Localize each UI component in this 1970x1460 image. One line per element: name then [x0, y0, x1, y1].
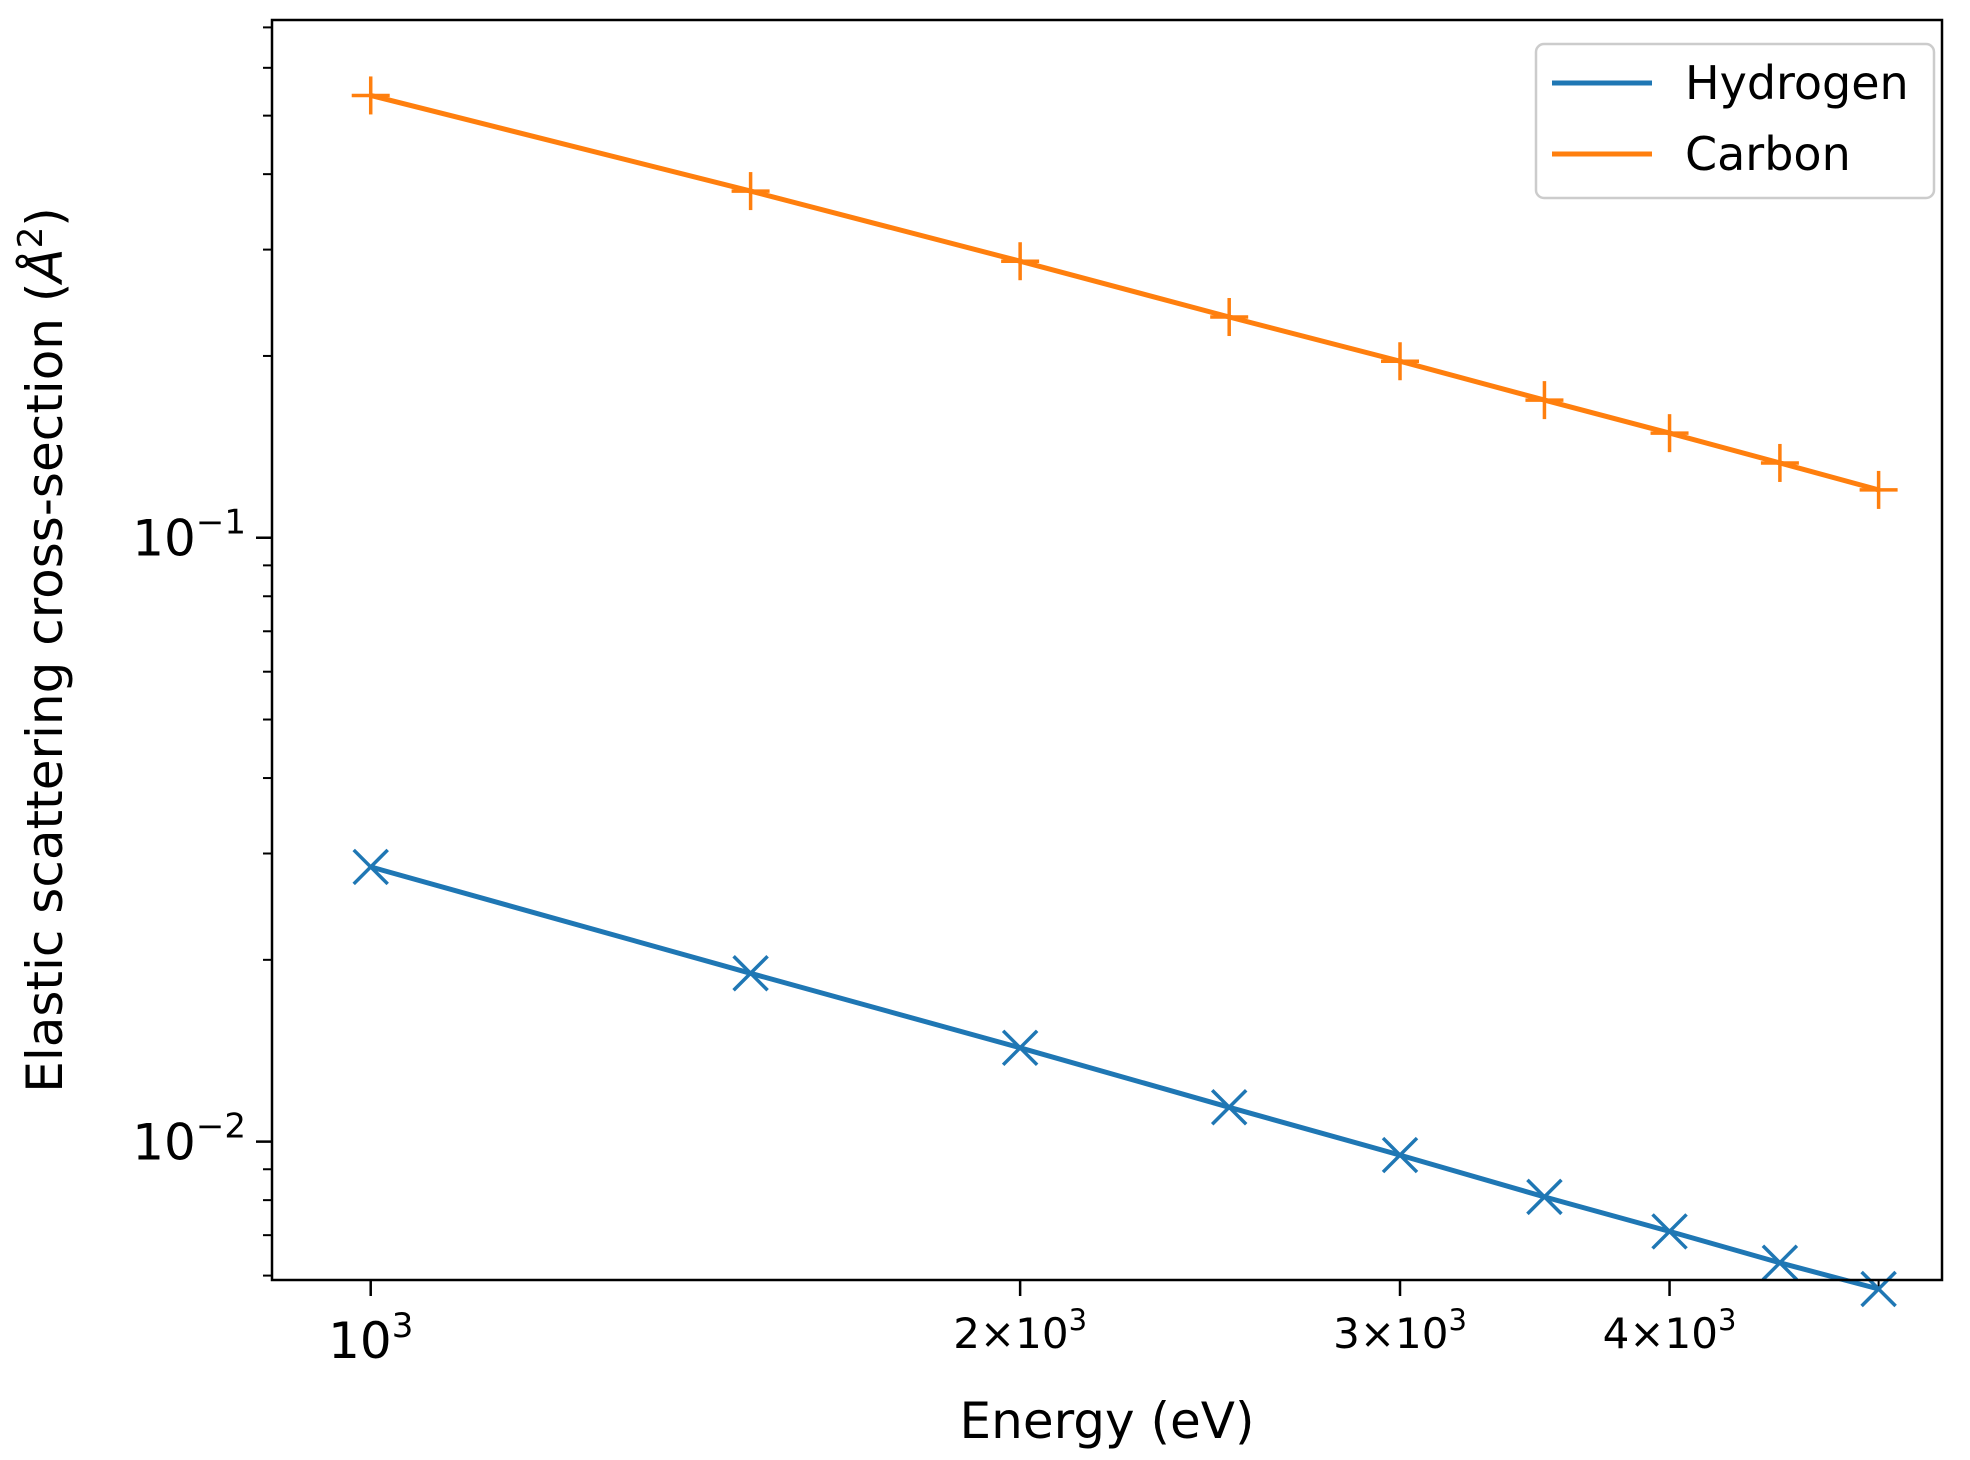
x-tick-label: 4×103	[1603, 1303, 1737, 1358]
data-point-carbon	[1650, 414, 1689, 453]
legend-label-carbon: Carbon	[1685, 127, 1851, 181]
x-axis-label: Energy (eV)	[960, 1392, 1255, 1450]
legend-label-hydrogen: Hydrogen	[1685, 56, 1909, 110]
data-point-hydrogen	[352, 848, 389, 886]
plot-frame	[270, 18, 1944, 1282]
data-point-hydrogen	[1001, 1029, 1039, 1067]
x-major-ticks: 103 2×103 3×103 4×103	[328, 1280, 1736, 1370]
y-tick-label: 10−1	[132, 503, 246, 568]
y-axis-label-close: )	[16, 207, 74, 227]
data-point-carbon	[351, 76, 390, 115]
x-tick-label: 103	[328, 1306, 413, 1370]
data-point-hydrogen	[1761, 1244, 1799, 1282]
plot-area	[272, 20, 1942, 1280]
data-point-carbon	[1210, 298, 1249, 337]
data-point-hydrogen	[1381, 1136, 1419, 1174]
data-point-hydrogen	[1210, 1089, 1248, 1126]
data-point-hydrogen	[1651, 1213, 1688, 1250]
data-point-hydrogen	[1860, 1270, 1897, 1308]
data-point-carbon	[1001, 242, 1040, 281]
data-point-carbon	[1859, 470, 1898, 509]
y-minor-ticks	[263, 26, 272, 1277]
legend: Hydrogen Carbon	[1534, 42, 1936, 200]
data-point-carbon	[1381, 342, 1420, 381]
y-axis-label: Elastic scattering cross-section (Å2)	[11, 207, 74, 1093]
y-major-ticks: 10−1 10−2	[132, 503, 272, 1172]
y-tick-label: 10−2	[132, 1107, 246, 1172]
data-point-hydrogen	[1526, 1178, 1563, 1216]
x-tick-label: 2×103	[953, 1303, 1087, 1358]
data-point-carbon	[731, 172, 770, 211]
y-axis-label-unit-exponent: 2	[11, 227, 51, 249]
x-tick-label: 3×103	[1333, 1303, 1467, 1358]
y-axis-label-unit: Å	[16, 248, 74, 285]
data-point-carbon	[1525, 381, 1564, 420]
y-axis-label-text: Elastic scattering cross-section (	[16, 283, 74, 1093]
data-point-hydrogen	[732, 955, 769, 992]
series-layer	[351, 76, 1898, 1308]
data-point-carbon	[1760, 443, 1799, 482]
